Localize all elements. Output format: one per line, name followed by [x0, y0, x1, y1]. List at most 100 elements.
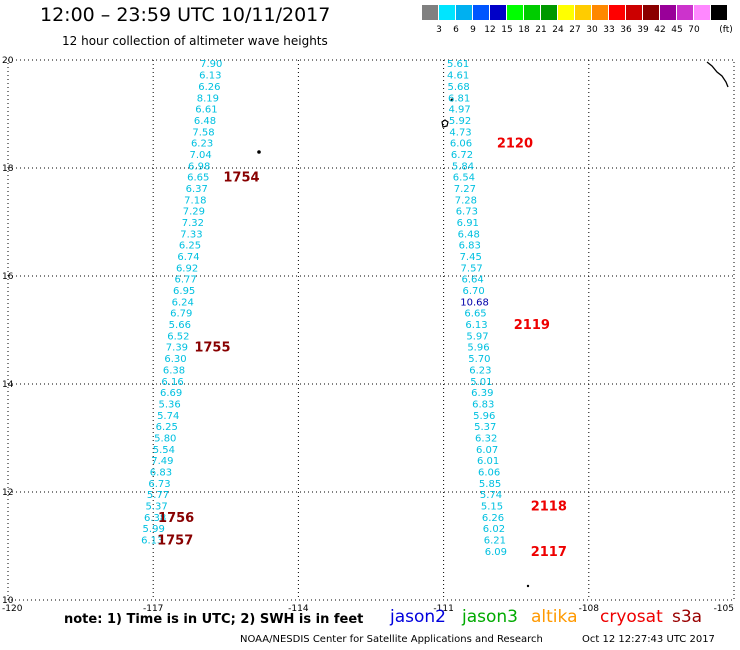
wave-height-value: 6.69 — [160, 388, 182, 399]
wave-height-value: 6.83 — [472, 399, 494, 410]
wave-height-value: 6.25 — [156, 422, 178, 433]
wave-height-value: 6.07 — [476, 445, 498, 456]
wave-height-value: 5.77 — [147, 490, 169, 501]
wave-height-value: 6.81 — [448, 93, 470, 104]
legend-swatch — [439, 5, 455, 20]
wave-height-value: 4.97 — [448, 105, 470, 116]
legend-swatch — [694, 5, 710, 20]
wave-height-value: 6.24 — [172, 297, 194, 308]
wave-height-value: 6.48 — [194, 116, 216, 127]
y-tick-label: 14 — [2, 380, 14, 390]
wave-height-value: 7.28 — [455, 195, 477, 206]
wave-height-value: 4.61 — [447, 71, 469, 82]
legend-swatch — [609, 5, 625, 20]
legend-swatch — [473, 5, 489, 20]
wave-height-value: 5.99 — [143, 524, 165, 535]
wave-height-value: 6.64 — [462, 275, 484, 286]
legend-value: 24 — [552, 25, 564, 35]
legend-value: 9 — [470, 25, 476, 35]
wave-height-value: 10.68 — [460, 297, 489, 308]
x-tick-label: -117 — [143, 604, 163, 614]
legend-value: 42 — [654, 25, 666, 35]
wave-height-value: 5.37 — [145, 502, 167, 513]
legend-value: 3 — [436, 25, 442, 35]
legend-swatch — [677, 5, 693, 20]
legend-value: 6 — [453, 25, 459, 35]
wave-height-value: 7.32 — [182, 218, 204, 229]
wave-height-value: 5.96 — [467, 343, 489, 354]
wave-height-value: 6.79 — [170, 309, 192, 320]
legend-swatch — [456, 5, 472, 20]
legend-value: 30 — [586, 25, 598, 35]
wave-height-value: 6.54 — [453, 173, 475, 184]
legend-value: 21 — [535, 25, 547, 35]
legend-swatch — [507, 5, 523, 20]
credit-line: NOAA/NESDIS Center for Satellite Applica… — [240, 634, 543, 645]
wave-height-value: 6.70 — [462, 286, 484, 297]
wave-height-value: 5.68 — [447, 82, 469, 93]
wave-height-value: 5.01 — [470, 377, 492, 388]
wave-height-value: 6.16 — [161, 377, 183, 388]
wave-height-value: 6.92 — [176, 263, 198, 274]
wave-height-value: 7.57 — [461, 263, 483, 274]
x-tick-label: -114 — [288, 604, 309, 614]
generated-timestamp: Oct 12 12:27:43 UTC 2017 — [582, 634, 715, 645]
wave-height-value: 6.83 — [459, 241, 481, 252]
wave-height-value: 6.77 — [174, 275, 196, 286]
island-dot — [450, 98, 454, 102]
legend-value: 45 — [671, 25, 683, 35]
wave-height-value: 5.70 — [468, 354, 490, 365]
wave-height-value: 5.54 — [153, 445, 175, 456]
wave-height-value: 6.65 — [464, 309, 486, 320]
wave-height-value: 6.38 — [163, 365, 185, 376]
wave-height-value: 6.95 — [173, 286, 195, 297]
y-tick-label: 12 — [2, 488, 13, 498]
legend-swatch — [541, 5, 557, 20]
pass-time-label: 1756 — [158, 511, 194, 526]
satellite-label-jason2: jason2 — [390, 607, 446, 627]
y-tick-label: 16 — [2, 272, 14, 282]
legend-value: 33 — [603, 25, 615, 35]
satellite-label-cryosat: cryosat — [600, 607, 663, 627]
wave-height-value: 7.27 — [454, 184, 476, 195]
pass-time-label: 2119 — [514, 318, 550, 333]
satellite-label-s3a: s3a — [672, 607, 703, 627]
wave-height-value: 6.73 — [148, 479, 170, 490]
wave-height-value: 6.06 — [450, 139, 472, 150]
x-tick-label: -105 — [714, 604, 734, 614]
plot-frame — [7, 59, 735, 601]
y-tick-label: 10 — [2, 596, 14, 606]
wave-height-value: 6.38 — [144, 513, 166, 524]
wave-height-value: 5.61 — [447, 59, 469, 70]
legend-swatch — [422, 5, 438, 20]
wave-height-value: 7.33 — [180, 229, 202, 240]
wave-height-value: 6.73 — [456, 207, 478, 218]
wave-height-value: 5.92 — [449, 116, 471, 127]
wave-height-value: 5.15 — [481, 502, 503, 513]
satellite-label-altika: altika — [531, 607, 578, 627]
legend-swatch — [524, 5, 540, 20]
legend-swatch — [490, 5, 506, 20]
wave-height-value: 6.01 — [477, 456, 499, 467]
wave-height-value: 5.37 — [474, 422, 496, 433]
wave-height-value: 6.91 — [457, 218, 479, 229]
wave-height-value: 6.13 — [141, 536, 163, 547]
wave-height-value: 7.90 — [200, 59, 222, 70]
wave-height-value: 7.39 — [166, 343, 188, 354]
legend-value: 27 — [569, 25, 581, 35]
wave-height-value: 5.74 — [157, 411, 179, 422]
wave-height-value: 5.80 — [154, 433, 176, 444]
wave-height-value: 5.97 — [466, 331, 488, 342]
satellite-label-jason3: jason3 — [462, 607, 518, 627]
page-subtitle: 12 hour collection of altimeter wave hei… — [62, 34, 328, 48]
island-shape — [441, 119, 449, 128]
wave-height-value: 6.48 — [458, 229, 480, 240]
wave-height-value: 7.04 — [189, 150, 211, 161]
wave-height-value: 7.58 — [192, 127, 214, 138]
legend-value: 39 — [637, 25, 649, 35]
legend-swatch — [592, 5, 608, 20]
wave-height-value: 8.19 — [197, 93, 219, 104]
legend-unit: (ft) — [719, 25, 733, 35]
wave-height-value: 5.74 — [480, 490, 502, 501]
legend-value: 15 — [501, 25, 513, 35]
